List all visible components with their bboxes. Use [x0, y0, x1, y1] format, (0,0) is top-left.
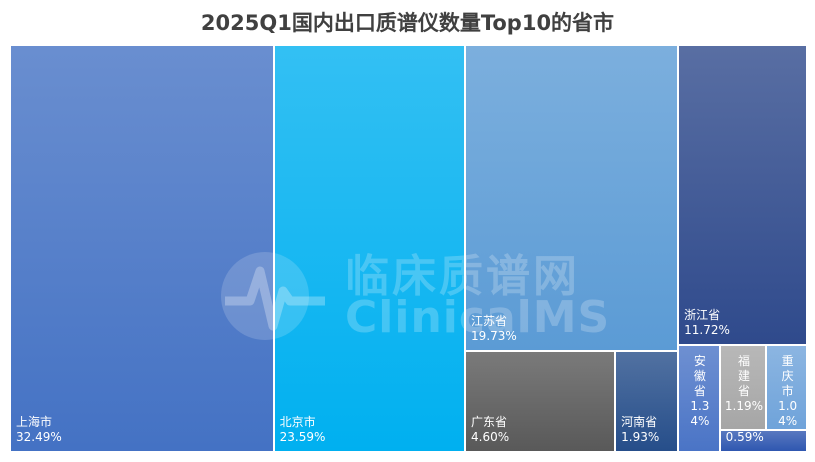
treemap-tile-hunan: 湖南省0.59%	[719, 429, 807, 452]
tile-label-henan: 河南省 1.93%	[621, 415, 659, 445]
treemap-tile-jiangsu: 江苏省 19.73%	[465, 45, 679, 351]
treemap-tile-shanghai: 上海市 32.49%	[10, 45, 274, 452]
chart-title: 2025Q1国内出口质谱仪数量Top10的省市	[200, 11, 615, 35]
treemap-tile-henan: 河南省 1.93%	[615, 350, 679, 452]
treemap-tile-guangdong: 广东省 4.60%	[465, 350, 616, 452]
tile-label-shanghai: 上海市 32.49%	[16, 415, 62, 445]
tile-name: 江苏省	[471, 313, 508, 328]
tile-value-label: 0.59%	[725, 429, 764, 444]
tile-name: 广东省	[471, 414, 508, 429]
tile-name: 安 徽 省	[693, 354, 706, 399]
tile-value-label: 4.60%	[471, 429, 510, 444]
tile-value-label: 32.49%	[16, 430, 62, 444]
tile-label-beijing: 北京市 23.59%	[280, 415, 326, 445]
tile-value-label: 19.73%	[471, 328, 517, 343]
tile-value-label: 1.93%	[621, 429, 660, 444]
treemap-tile-chongqing: 重 庆 市 1.04%	[766, 345, 807, 430]
tile-name: 上海市	[16, 415, 53, 429]
tile-name: 重 庆 市	[781, 354, 794, 399]
tile-label-anhui: 安 徽 省 1.34%	[679, 354, 719, 429]
tile-value-label: 23.59%	[279, 430, 326, 444]
tile-name: 福 建 省	[737, 354, 750, 399]
tile-label-jiangsu: 江苏省 19.73%	[471, 314, 517, 344]
tile-value-label: 11.72%	[684, 323, 730, 338]
tile-label-chongqing: 重 庆 市 1.04%	[767, 354, 806, 429]
treemap-tile-anhui: 安 徽 省 1.34%	[678, 345, 720, 452]
treemap-tile-beijing: 北京市 23.59%	[273, 45, 466, 452]
tile-name: 北京市	[279, 415, 316, 429]
treemap-tile-zhejiang: 浙江省 11.72%	[678, 45, 807, 346]
tile-label-hunan: 湖南省0.59%	[725, 429, 764, 445]
tile-name: 河南省	[621, 414, 658, 429]
tile-label-zhejiang: 浙江省 11.72%	[684, 308, 730, 338]
tile-value-label: 1.19%	[724, 399, 763, 414]
treemap-plot: 上海市 32.49% 北京市 23.59% 江苏省 19.73% 浙江省 11.72% 广东省 4…	[10, 45, 807, 452]
tile-name: 浙江省	[684, 308, 721, 323]
tile-label-guangdong: 广东省 4.60%	[471, 415, 509, 445]
tile-value-label: 1.04%	[778, 399, 798, 429]
tile-label-fujian: 福 建 省 1.19%	[721, 354, 766, 414]
treemap-tile-fujian: 福 建 省 1.19%	[719, 345, 767, 430]
tile-value-label: 1.34%	[690, 399, 710, 429]
